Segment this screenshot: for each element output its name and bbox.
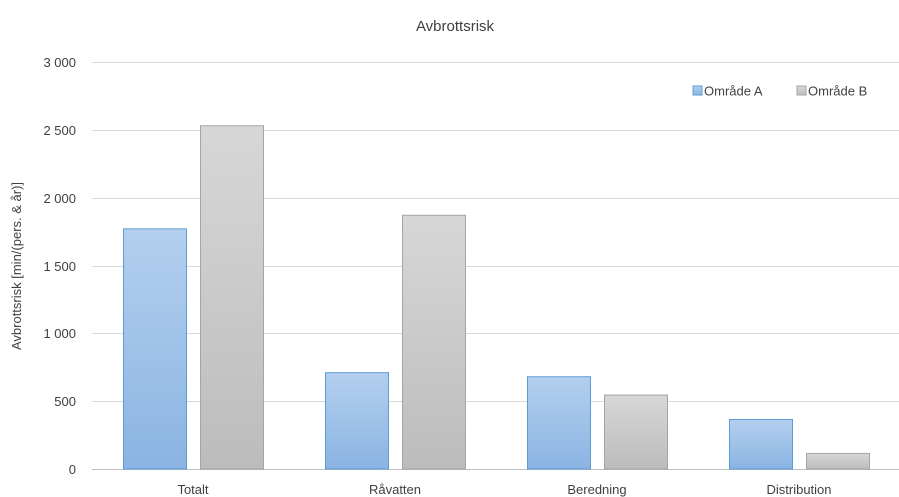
y-axis-label: Avbrottsrisk [min/(pers. & år)] (9, 182, 24, 350)
legend-label: Område A (704, 84, 763, 99)
y-tick-label: 2 000 (43, 191, 76, 206)
bar-omrade-b (806, 452, 870, 470)
bar-omrade-a (325, 372, 389, 470)
y-tick-label: 500 (54, 394, 76, 409)
x-tick-label: Distribution (766, 482, 831, 497)
x-tick-label: Beredning (567, 482, 626, 497)
bar-omrade-b (200, 125, 264, 470)
bars (123, 125, 870, 470)
y-tick-label: 0 (69, 462, 76, 477)
bar-omrade-b (402, 214, 466, 470)
x-tick-label: Totalt (177, 482, 208, 497)
x-tick-label: Råvatten (369, 482, 421, 497)
y-tick-label: 1 000 (43, 326, 76, 341)
legend-swatch (692, 85, 703, 96)
bar-omrade-a (123, 228, 187, 470)
chart-title: Avbrottsrisk (416, 18, 495, 35)
bar-omrade-a (527, 376, 591, 470)
legend: Område A Område B (692, 84, 867, 99)
legend-swatch (796, 85, 807, 96)
y-axis-ticks: 0 500 1 000 1 500 2 000 2 500 3 000 (43, 55, 76, 477)
bar-omrade-b (604, 394, 668, 470)
bar-omrade-a (729, 418, 793, 470)
y-tick-label: 1 500 (43, 259, 76, 274)
legend-label: Område B (808, 84, 867, 99)
x-axis-ticks: Totalt Råvatten Beredning Distribution (177, 482, 831, 497)
y-tick-label: 3 000 (43, 55, 76, 70)
y-tick-label: 2 500 (43, 123, 76, 138)
